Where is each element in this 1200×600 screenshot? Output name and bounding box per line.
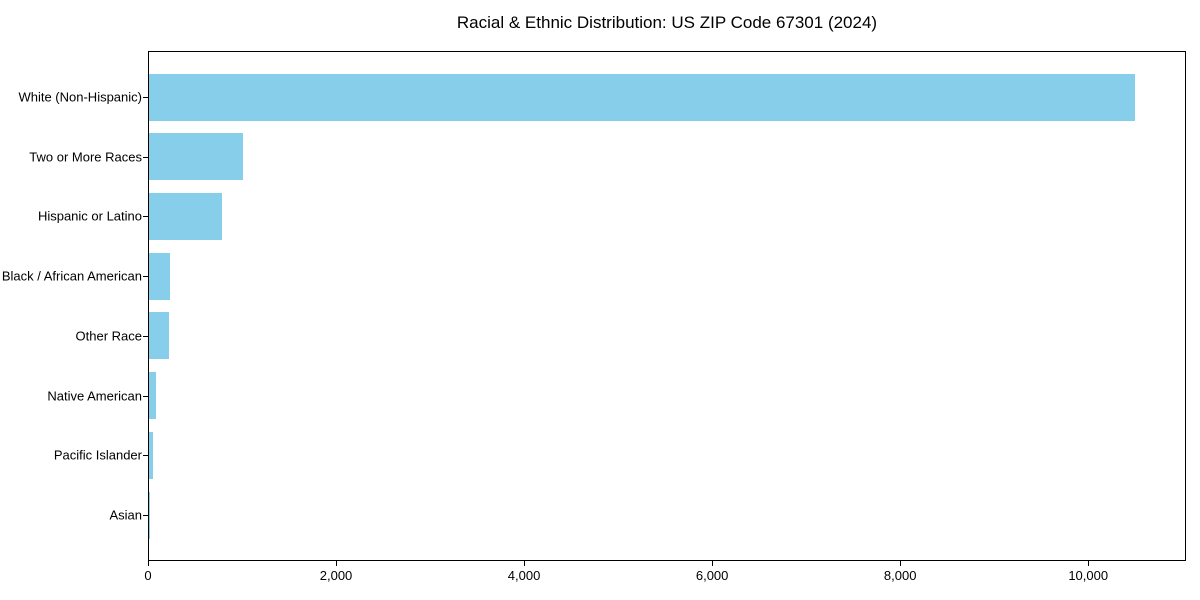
bar-other-race [149,312,169,360]
y-axis-label: Asian [109,507,142,523]
x-axis-label: 4,000 [507,568,541,583]
y-axis-tick [143,515,148,516]
bar-two-or-more-races [149,133,244,181]
bar-pacific-islander [149,431,154,479]
y-axis-tick [143,216,148,218]
x-axis-tick [712,561,714,566]
bar-asian [149,491,150,539]
y-axis-tick [143,335,148,337]
x-axis-tick [1088,561,1090,566]
bar-native-american [149,372,156,420]
x-axis-tick [524,561,526,566]
y-axis-label: White (Non-Hispanic) [18,89,142,105]
bar-black-african-american [149,252,170,300]
y-axis-tick [143,156,148,158]
y-axis-label: Two or More Races [29,149,142,165]
x-axis-tick [148,561,149,566]
bar-hispanic-or-latino [149,192,223,240]
y-axis-tick [143,97,148,98]
y-axis-tick [143,455,148,457]
x-axis-tick [336,561,338,566]
x-axis-tick [900,561,902,566]
y-axis-label: Pacific Islander [53,447,142,463]
x-axis-label: 8,000 [883,568,917,583]
y-axis-tick [143,276,148,278]
chart-title: Racial & Ethnic Distribution: US ZIP Cod… [456,13,878,32]
y-axis-label: Black / African American [1,268,142,284]
x-axis-label: 10,000 [1068,568,1109,583]
x-axis-label: 6,000 [695,568,729,583]
plot-area [148,51,1186,561]
bar-white-non-hispanic [149,73,1136,121]
y-axis-label: Other Race [75,328,142,344]
y-axis-label: Hispanic or Latino [37,208,142,224]
x-axis-label: 0 [144,568,152,583]
x-axis-label: 2,000 [319,568,353,583]
y-axis-label: Native American [47,388,142,404]
y-axis-tick [143,395,148,397]
